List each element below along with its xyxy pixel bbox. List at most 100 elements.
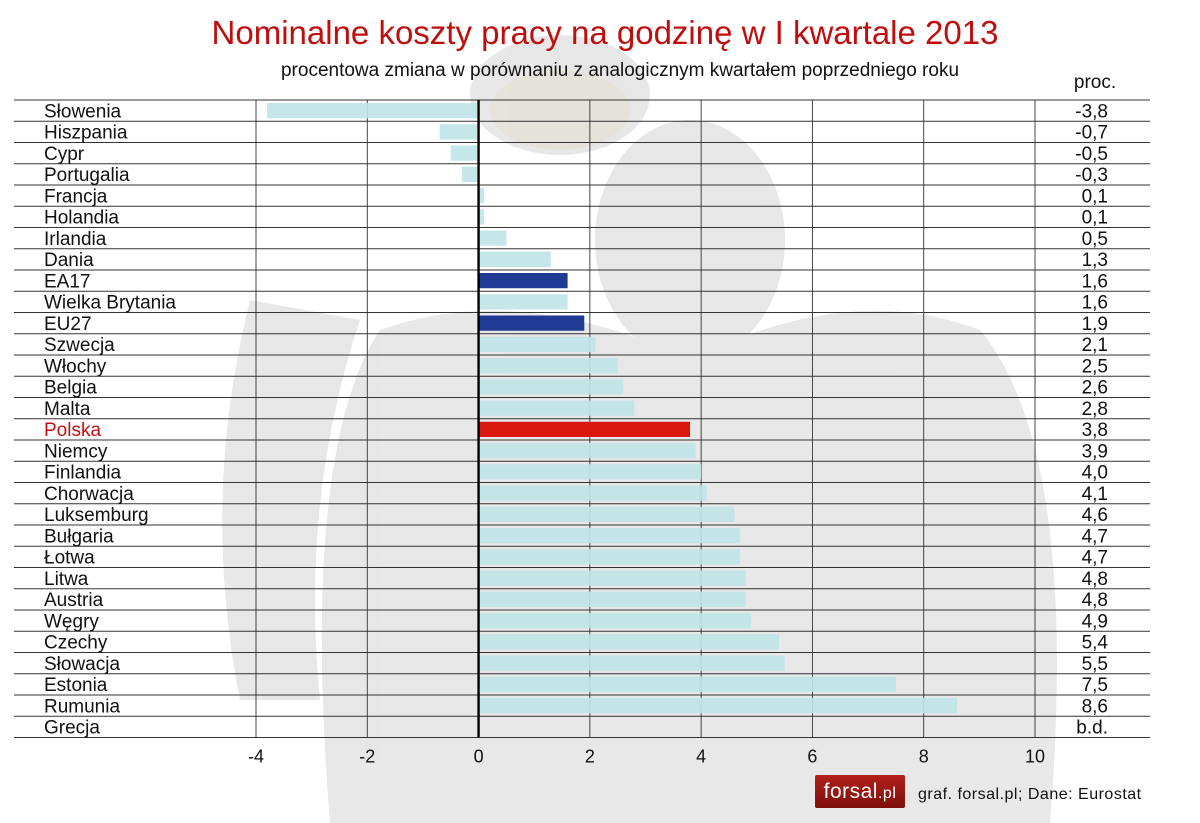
category-label: Rumunia bbox=[44, 696, 120, 717]
value-label: 5,5 bbox=[1082, 654, 1108, 675]
bar-series bbox=[267, 103, 958, 714]
chart-subtitle: procentowa zmiana w porównaniu z analogi… bbox=[280, 60, 960, 81]
forsal-logo: forsal.pl bbox=[815, 775, 905, 808]
category-labels: SłoweniaHiszpaniaCyprPortugaliaFrancjaHo… bbox=[44, 101, 176, 738]
logo-main: forsal bbox=[823, 780, 878, 803]
value-label: b.d. bbox=[1076, 718, 1108, 739]
bar-niemcy bbox=[478, 443, 696, 459]
value-label: 4,0 bbox=[1082, 463, 1108, 484]
category-label: Belgia bbox=[44, 378, 97, 399]
value-label: 2,6 bbox=[1082, 378, 1108, 399]
category-label: Irlandia bbox=[44, 229, 107, 250]
category-label: Niemcy bbox=[44, 441, 108, 462]
bar-wielka-brytania bbox=[478, 294, 568, 310]
bar-hiszpania bbox=[439, 124, 479, 140]
bar-cypr bbox=[450, 145, 479, 161]
category-label: Cypr bbox=[44, 144, 85, 165]
bar-irlandia bbox=[478, 230, 507, 246]
bar-holandia bbox=[478, 209, 485, 225]
category-label: Francja bbox=[44, 186, 108, 207]
value-labels: -3,8-0,7-0,5-0,30,10,10,51,31,61,61,92,1… bbox=[1075, 101, 1108, 738]
value-label: 2,8 bbox=[1082, 399, 1108, 420]
bar-słowenia bbox=[267, 103, 479, 119]
value-label: 1,6 bbox=[1082, 271, 1108, 292]
bar-łotwa bbox=[478, 549, 741, 565]
x-tick-label: 10 bbox=[1025, 747, 1045, 767]
bar-szwecja bbox=[478, 336, 596, 352]
bar-polska bbox=[478, 421, 691, 437]
value-label: -3,8 bbox=[1075, 101, 1108, 122]
category-label: Czechy bbox=[44, 633, 108, 654]
category-label: Holandia bbox=[44, 208, 119, 229]
category-label: Słowenia bbox=[44, 101, 122, 122]
bar-włochy bbox=[478, 358, 618, 374]
category-label: Węgry bbox=[44, 611, 99, 632]
category-label: Estonia bbox=[44, 675, 108, 696]
bar-luksemburg bbox=[478, 506, 735, 522]
value-label: 3,9 bbox=[1082, 441, 1108, 462]
value-label: 5,4 bbox=[1082, 633, 1109, 654]
value-label: 1,6 bbox=[1082, 293, 1108, 314]
unit-label: proc. bbox=[1073, 72, 1117, 93]
bar-chorwacja bbox=[478, 485, 707, 501]
value-label: 4,1 bbox=[1082, 484, 1108, 505]
value-label: 4,6 bbox=[1082, 505, 1108, 526]
chart-title: Nominalne koszty pracy na godzinę w I kw… bbox=[211, 14, 999, 51]
x-tick-label: 8 bbox=[919, 747, 929, 767]
x-tick-label: 2 bbox=[585, 747, 595, 767]
bar-węgry bbox=[478, 613, 752, 629]
value-label: 8,6 bbox=[1082, 696, 1108, 717]
category-label: Bułgaria bbox=[44, 526, 114, 547]
value-label: 0,1 bbox=[1082, 208, 1108, 229]
value-label: 4,8 bbox=[1082, 590, 1108, 611]
value-label: 0,1 bbox=[1082, 186, 1108, 207]
x-tick-label: 4 bbox=[696, 747, 706, 767]
value-label: -0,3 bbox=[1075, 165, 1108, 186]
category-label: Chorwacja bbox=[44, 484, 134, 505]
x-tick-label: -2 bbox=[359, 747, 375, 767]
x-tick-label: 0 bbox=[474, 747, 484, 767]
logo-suffix: .pl bbox=[877, 785, 897, 802]
value-label: -0,5 bbox=[1075, 144, 1108, 165]
bar-ea17 bbox=[478, 273, 568, 289]
category-label: Malta bbox=[44, 399, 91, 420]
bar-belgia bbox=[478, 379, 624, 395]
value-label: -0,7 bbox=[1075, 123, 1108, 144]
value-label: 7,5 bbox=[1082, 675, 1108, 696]
value-label: 4,9 bbox=[1082, 611, 1108, 632]
category-label: Szwecja bbox=[44, 335, 115, 356]
bar-malta bbox=[478, 400, 635, 416]
category-label: Portugalia bbox=[44, 165, 130, 186]
bar-bułgaria bbox=[478, 528, 741, 544]
value-label: 4,7 bbox=[1082, 526, 1108, 547]
bar-dania bbox=[478, 251, 551, 267]
bar-czechy bbox=[478, 634, 780, 650]
category-label: Łotwa bbox=[44, 548, 95, 569]
category-label: Finlandia bbox=[44, 463, 122, 484]
category-label: Hiszpania bbox=[44, 123, 128, 144]
bar-austria bbox=[478, 591, 746, 607]
bar-litwa bbox=[478, 570, 746, 586]
category-label: Grecja bbox=[44, 718, 100, 739]
value-label: 3,8 bbox=[1082, 420, 1108, 441]
bar-słowacja bbox=[478, 655, 785, 671]
category-label: Włochy bbox=[44, 356, 107, 377]
bar-portugalia bbox=[461, 166, 479, 182]
x-axis-tick-labels: -4 -2 0 2 4 6 8 10 bbox=[248, 747, 1045, 767]
category-label: Luksemburg bbox=[44, 505, 149, 526]
category-label: Austria bbox=[44, 590, 104, 611]
bar-eu27 bbox=[478, 315, 585, 331]
grid-lines bbox=[14, 99, 1150, 738]
category-label: Słowacja bbox=[44, 654, 120, 675]
category-label: Wielka Brytania bbox=[44, 293, 176, 314]
value-label: 2,1 bbox=[1082, 335, 1108, 356]
value-label: 0,5 bbox=[1082, 229, 1108, 250]
bar-francja bbox=[478, 188, 485, 204]
x-tick-label: 6 bbox=[807, 747, 817, 767]
category-label: Litwa bbox=[44, 569, 89, 590]
bar-estonia bbox=[478, 676, 896, 692]
category-label: EA17 bbox=[44, 271, 90, 292]
value-label: 2,5 bbox=[1082, 356, 1108, 377]
category-label: Dania bbox=[44, 250, 94, 271]
